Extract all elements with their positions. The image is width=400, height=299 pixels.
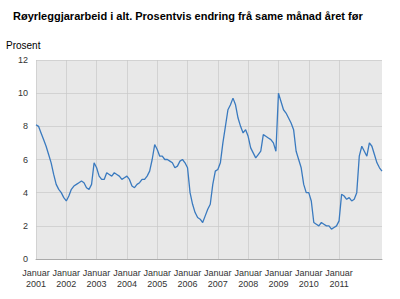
svg-text:8: 8: [23, 121, 28, 131]
svg-text:Røyrleggjararbeid i alt. Prose: Røyrleggjararbeid i alt. Prosentvis endr…: [13, 10, 363, 22]
svg-text:Januar: Januar: [53, 268, 81, 278]
svg-text:2: 2: [23, 221, 28, 231]
svg-text:Januar: Januar: [22, 268, 50, 278]
svg-text:Januar: Januar: [174, 268, 202, 278]
svg-text:6: 6: [23, 155, 28, 165]
svg-text:12: 12: [18, 55, 28, 65]
svg-text:Januar: Januar: [83, 268, 111, 278]
svg-text:2005: 2005: [147, 279, 167, 289]
svg-text:4: 4: [23, 188, 28, 198]
svg-text:Januar: Januar: [113, 268, 141, 278]
svg-text:2006: 2006: [178, 279, 198, 289]
svg-text:Januar: Januar: [204, 268, 232, 278]
svg-text:2002: 2002: [56, 279, 76, 289]
svg-text:Januar: Januar: [143, 268, 171, 278]
svg-text:Januar: Januar: [295, 268, 323, 278]
svg-text:Januar: Januar: [234, 268, 262, 278]
svg-text:2004: 2004: [117, 279, 137, 289]
svg-text:2001: 2001: [26, 279, 46, 289]
svg-text:Januar: Januar: [265, 268, 293, 278]
svg-text:Prosent: Prosent: [6, 40, 41, 51]
svg-text:2008: 2008: [238, 279, 258, 289]
svg-text:2007: 2007: [208, 279, 228, 289]
svg-text:2009: 2009: [268, 279, 288, 289]
svg-text:2010: 2010: [299, 279, 319, 289]
svg-text:0: 0: [23, 254, 28, 264]
svg-text:2003: 2003: [87, 279, 107, 289]
svg-text:2011: 2011: [329, 279, 348, 289]
svg-text:Januar: Januar: [325, 268, 353, 278]
svg-text:10: 10: [18, 88, 28, 98]
